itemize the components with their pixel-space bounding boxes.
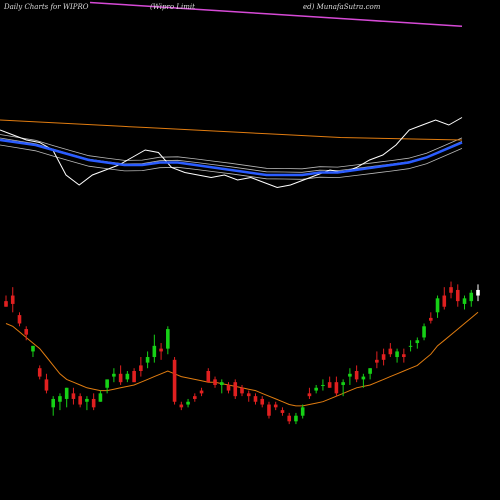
- candle-body: [321, 384, 325, 386]
- candle-body: [287, 415, 291, 422]
- candle-body: [51, 398, 55, 408]
- candle-body: [179, 404, 184, 408]
- candle-body: [166, 329, 170, 349]
- candle-body: [260, 398, 265, 405]
- candle-body: [273, 404, 278, 408]
- candle-body: [435, 298, 440, 313]
- candle-body: [199, 390, 204, 394]
- candle-body: [31, 345, 35, 352]
- candle-body: [78, 396, 82, 405]
- candle-body: [37, 368, 42, 377]
- candle-body: [476, 289, 480, 296]
- candle-body: [381, 354, 386, 360]
- candle-body: [422, 326, 426, 338]
- ribbon-line-1: [0, 144, 463, 180]
- indicator-panel: [0, 1, 463, 189]
- magenta-series-line: [89, 1, 463, 28]
- candle-body: [112, 373, 116, 377]
- candle-body: [71, 393, 76, 399]
- candle-body: [219, 382, 224, 385]
- candle-body: [58, 396, 62, 402]
- candle-body: [388, 348, 393, 355]
- candle-body: [300, 407, 305, 416]
- candle-body: [139, 365, 143, 371]
- candle-body: [415, 340, 420, 344]
- candle-body: [240, 387, 244, 394]
- chart-caption-middle: (Wipro Limit: [150, 3, 195, 11]
- ribbon-line-3: [0, 134, 463, 170]
- candle-body: [91, 398, 96, 408]
- candle-body: [307, 393, 312, 397]
- candle-body: [226, 384, 231, 391]
- candle-body: [408, 345, 413, 347]
- blue-series-line: [0, 138, 463, 177]
- candle-body: [105, 379, 109, 388]
- candle-body: [327, 382, 332, 388]
- candle-body: [125, 373, 130, 380]
- candle-body: [246, 393, 251, 397]
- candle-body: [280, 410, 285, 413]
- chart-caption-right: ed) MunafaSutra.com: [303, 3, 381, 11]
- candle-body: [44, 379, 49, 391]
- candle-body: [294, 415, 298, 422]
- candle-body: [17, 315, 22, 324]
- price-series-line: [0, 117, 463, 189]
- candle-body: [368, 368, 372, 374]
- candle-body: [24, 329, 29, 335]
- candle-body: [442, 295, 447, 307]
- candle-body: [395, 351, 399, 358]
- candle-body: [455, 289, 460, 302]
- orange-series-line: [0, 119, 463, 141]
- candle-body: [341, 382, 345, 385]
- candle-body: [206, 371, 211, 383]
- candle-body: [85, 398, 89, 402]
- candle-body: [159, 348, 163, 352]
- candle-body: [429, 317, 433, 321]
- candle-body: [98, 393, 103, 402]
- candle-body: [145, 357, 150, 363]
- candle-body: [375, 359, 379, 363]
- candle-body: [449, 287, 453, 293]
- candle-body: [253, 396, 258, 402]
- candle-body: [64, 387, 69, 399]
- candle-body: [402, 354, 406, 358]
- candle-body: [314, 387, 318, 391]
- candle-body: [118, 373, 123, 383]
- candle-body: [10, 295, 15, 304]
- price-panel: [4, 281, 480, 425]
- candle-body: [172, 359, 177, 402]
- candle-body: [213, 379, 217, 385]
- candle-body: [186, 401, 190, 405]
- candle-body: [152, 345, 157, 358]
- chart-caption-left: Daily Charts for WIPRO: [4, 3, 89, 11]
- candle-body: [361, 376, 366, 380]
- candle-body: [334, 382, 339, 394]
- candle-body: [462, 298, 467, 304]
- candle-body: [267, 404, 271, 416]
- candle-body: [4, 301, 8, 307]
- candle-body: [354, 371, 359, 380]
- candle-body: [132, 371, 136, 383]
- candle-body: [193, 396, 197, 399]
- candle-body: [233, 382, 238, 397]
- candle-body: [348, 373, 352, 377]
- candle-body: [469, 292, 474, 302]
